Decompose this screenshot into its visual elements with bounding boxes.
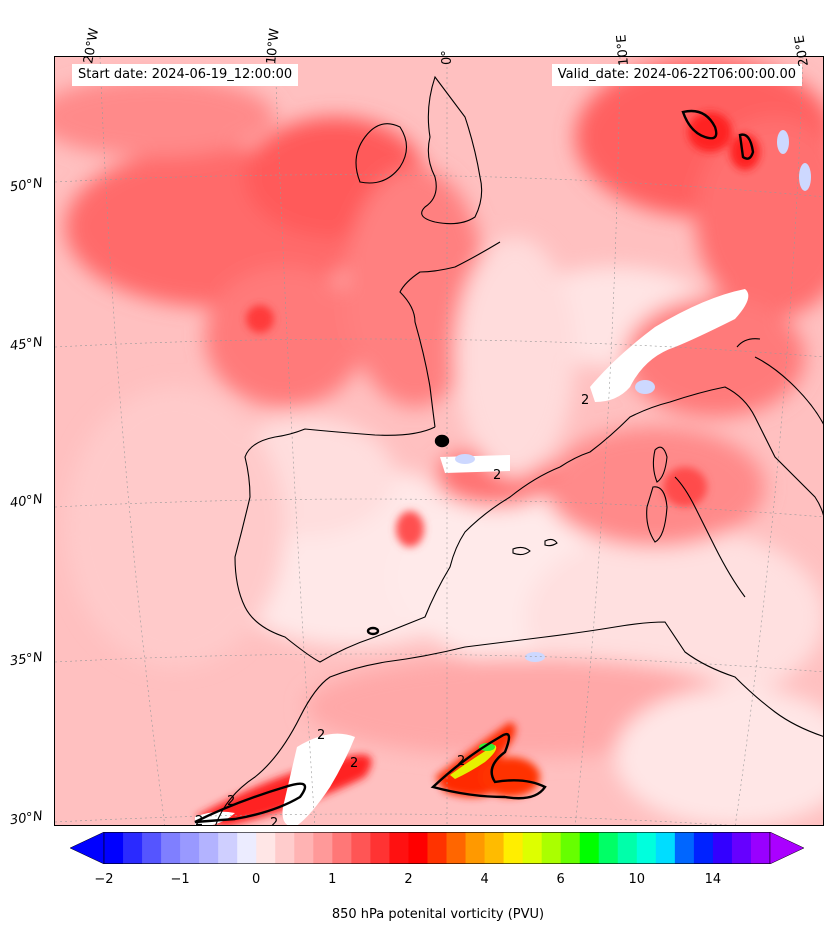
colorbar-bin bbox=[104, 832, 124, 864]
lat-label: 40°N bbox=[9, 491, 44, 512]
colorbar-bin bbox=[161, 832, 181, 864]
colorbar-bin bbox=[712, 832, 733, 864]
pv-field-map: 2 2 2 2 2 2 2 2 bbox=[55, 57, 823, 826]
colorbar-bin bbox=[731, 832, 752, 864]
colorbar-tick-label: 0 bbox=[252, 872, 261, 887]
lat-label: 50°N bbox=[9, 175, 44, 196]
colorbar-tick-label: 10 bbox=[628, 872, 646, 887]
contour-label: 2 bbox=[270, 816, 278, 826]
colorbar-bin bbox=[560, 832, 581, 864]
pv-core-green bbox=[479, 743, 495, 751]
colorbar-bins bbox=[103, 832, 771, 864]
contour-label: 2 bbox=[227, 794, 235, 809]
colorbar-bin bbox=[123, 832, 143, 864]
colorbar-bin bbox=[389, 832, 409, 864]
colorbar-bin bbox=[351, 832, 371, 864]
colorbar-tick-label: 4 bbox=[480, 872, 489, 887]
colorbar-bin bbox=[598, 832, 619, 864]
colorbar-bin bbox=[674, 832, 695, 864]
colorbar-tick-label: −1 bbox=[170, 872, 190, 887]
pv-2-contours bbox=[194, 109, 755, 824]
colorbar-bin bbox=[180, 832, 200, 864]
colorbar-bin bbox=[503, 832, 524, 864]
valid-date-label: Valid_date: 2024-06-22T06:00:00.00 bbox=[551, 64, 802, 86]
lon-label: 0° bbox=[440, 50, 455, 65]
start-date-label: Start date: 2024-06-19_12:00:00 bbox=[72, 64, 299, 86]
colorbar-bin bbox=[313, 832, 333, 864]
colorbar-bin bbox=[693, 832, 714, 864]
colorbar-bin bbox=[142, 832, 162, 864]
colorbar-tick-label: 6 bbox=[556, 872, 565, 887]
colorbar-bin bbox=[655, 832, 676, 864]
contour-label: 2 bbox=[457, 754, 465, 769]
colorbar-bin bbox=[199, 832, 219, 864]
colorbar-bin bbox=[237, 832, 257, 864]
colorbar-bin bbox=[750, 832, 771, 864]
colorbar-label: 850 hPa potenital vorticity (PVU) bbox=[331, 907, 545, 922]
coastlines bbox=[215, 75, 823, 825]
colorbar-tick-label: 14 bbox=[704, 872, 722, 887]
pv-core-yellow bbox=[450, 745, 497, 779]
contour-label: 2 bbox=[581, 393, 589, 408]
colorbar-bin bbox=[256, 832, 276, 864]
colorbar-tick-label: 1 bbox=[328, 872, 337, 887]
colorbar-bin bbox=[408, 832, 428, 864]
contour-label: 2 bbox=[317, 728, 325, 743]
colorbar bbox=[70, 832, 805, 864]
colorbar-over-arrow bbox=[769, 832, 805, 864]
pv-shading bbox=[55, 57, 823, 825]
lat-label: 45°N bbox=[9, 334, 44, 355]
colorbar-tick-label: 2 bbox=[404, 872, 413, 887]
colorbar-bin bbox=[275, 832, 295, 864]
lat-label: 35°N bbox=[9, 649, 44, 670]
colorbar-bin bbox=[370, 832, 390, 864]
colorbar-bin bbox=[636, 832, 657, 864]
colorbar-bin bbox=[484, 832, 505, 864]
gridlines bbox=[55, 57, 823, 825]
contour-label: 2 bbox=[493, 468, 501, 483]
colorbar-bin bbox=[522, 832, 543, 864]
colorbar-bin bbox=[541, 832, 562, 864]
lon-label: 10°E bbox=[614, 33, 632, 67]
colorbar-bin bbox=[294, 832, 314, 864]
colorbar-bin bbox=[579, 832, 600, 864]
colorbar-tick-label: −2 bbox=[94, 872, 114, 887]
colorbar-bin bbox=[617, 832, 638, 864]
colorbar-bin bbox=[218, 832, 238, 864]
map-panel: 2 2 2 2 2 2 2 2 bbox=[54, 56, 824, 826]
colorbar-bin bbox=[446, 832, 467, 864]
colorbar-bin bbox=[427, 832, 448, 864]
colorbar-bin bbox=[332, 832, 352, 864]
negative-pv-patches bbox=[455, 130, 811, 662]
colorbar-bin bbox=[465, 832, 486, 864]
colorbar-under-arrow bbox=[70, 832, 105, 864]
contour-label: 2 bbox=[195, 814, 203, 826]
contour-label: 2 bbox=[350, 756, 358, 771]
lat-label: 30°N bbox=[9, 808, 44, 829]
